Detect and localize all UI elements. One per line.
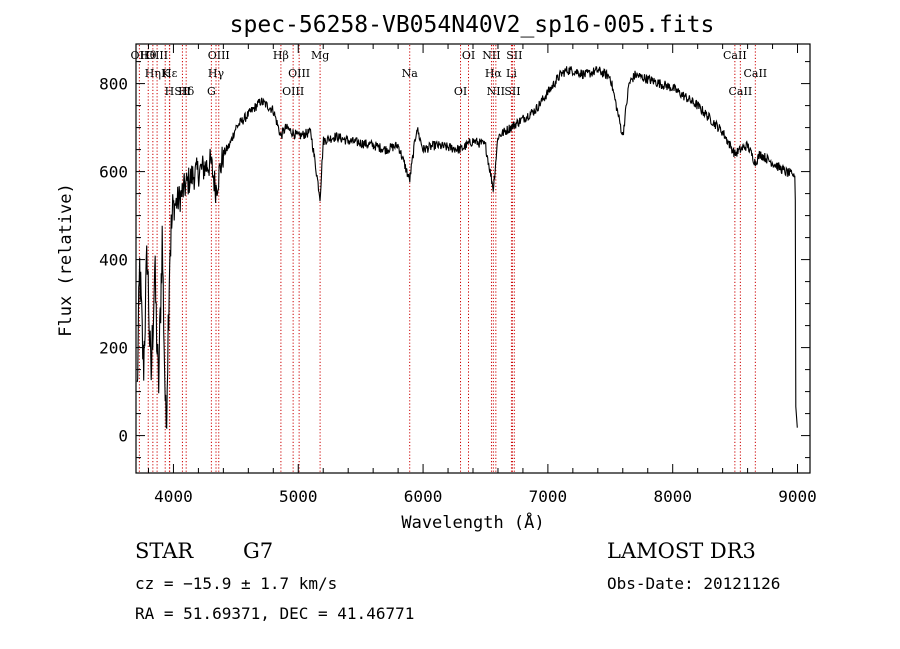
emission-line-label: OIII (208, 49, 230, 62)
survey-label: LAMOST DR3 (607, 539, 756, 563)
x-axis-label: Wavelength (Å) (401, 511, 544, 533)
emission-line-label: Hα (485, 67, 503, 80)
emission-line-label: Hβ (273, 49, 289, 62)
emission-line-label: K (161, 67, 170, 80)
emission-line-label: OIII (282, 85, 304, 98)
emission-line-label: Mg (311, 49, 329, 62)
emission-line-label: G (207, 85, 216, 98)
emission-line-label: SII (504, 85, 520, 98)
emission-line-label: OIII (288, 67, 310, 80)
y-tick-label: 800 (99, 75, 128, 94)
y-axis-label: Flux (relative) (56, 183, 76, 337)
emission-line-label: Hε (162, 67, 178, 80)
emission-line-label: CaII (729, 85, 753, 98)
emission-line-label: SII (174, 85, 190, 98)
object-class: STAR (135, 539, 194, 563)
obs-date: Obs-Date: 20121126 (607, 574, 780, 593)
emission-line-label: CaII (743, 67, 767, 80)
x-tick-label: 5000 (279, 487, 318, 506)
emission-line-label: NII (482, 49, 500, 62)
emission-line-label: OIII (146, 49, 168, 62)
emission-lines-group (138, 45, 756, 472)
x-tick-label: 8000 (653, 487, 692, 506)
emission-line-label: Hη (145, 67, 161, 80)
y-tick-label: 0 (118, 427, 128, 446)
chart-title: spec-56258-VB054N40V2_sp16-005.fits (230, 12, 715, 38)
emission-line-label: Hγ (208, 67, 225, 80)
spectrum-line (136, 66, 798, 430)
y-axis-ticks: 0 200 400 600 800 (99, 61, 810, 459)
emission-line-label: Hδ (178, 85, 195, 98)
y-tick-label: 200 (99, 339, 128, 358)
emission-line-label: OI (462, 49, 475, 62)
emission-line-label: SII (506, 49, 522, 62)
emission-line-label: OI (454, 85, 467, 98)
redshift-text: cz = −15.9 ± 1.7 km/s (135, 574, 337, 593)
coordinates: RA = 51.69371, DEC = 41.46771 (135, 604, 414, 623)
emission-line-label: OII (131, 49, 149, 62)
y-tick-label: 600 (99, 163, 128, 182)
emission-line-label: Na (402, 67, 419, 80)
emission-line-label: Hθ (140, 49, 157, 62)
x-tick-label: 6000 (404, 487, 443, 506)
plot-frame (135, 43, 811, 474)
subclass: G7 (243, 539, 273, 563)
emission-line-label: H (165, 85, 175, 98)
x-tick-label: 9000 (778, 487, 817, 506)
x-tick-label: 7000 (529, 487, 568, 506)
x-tick-label: 4000 (154, 487, 193, 506)
x-axis-ticks: 4000 5000 6000 7000 8000 9000 (147, 44, 817, 506)
emission-line-label: CaII (723, 49, 747, 62)
emission-line-labels-group: HθKHδOIIHεSIIOIIIHηHOIIIHγGHβOIIIOIIIMgN… (131, 49, 768, 98)
emission-line-label: NII (487, 85, 505, 98)
emission-line-label: Li (506, 67, 517, 80)
y-tick-label: 400 (99, 251, 128, 270)
